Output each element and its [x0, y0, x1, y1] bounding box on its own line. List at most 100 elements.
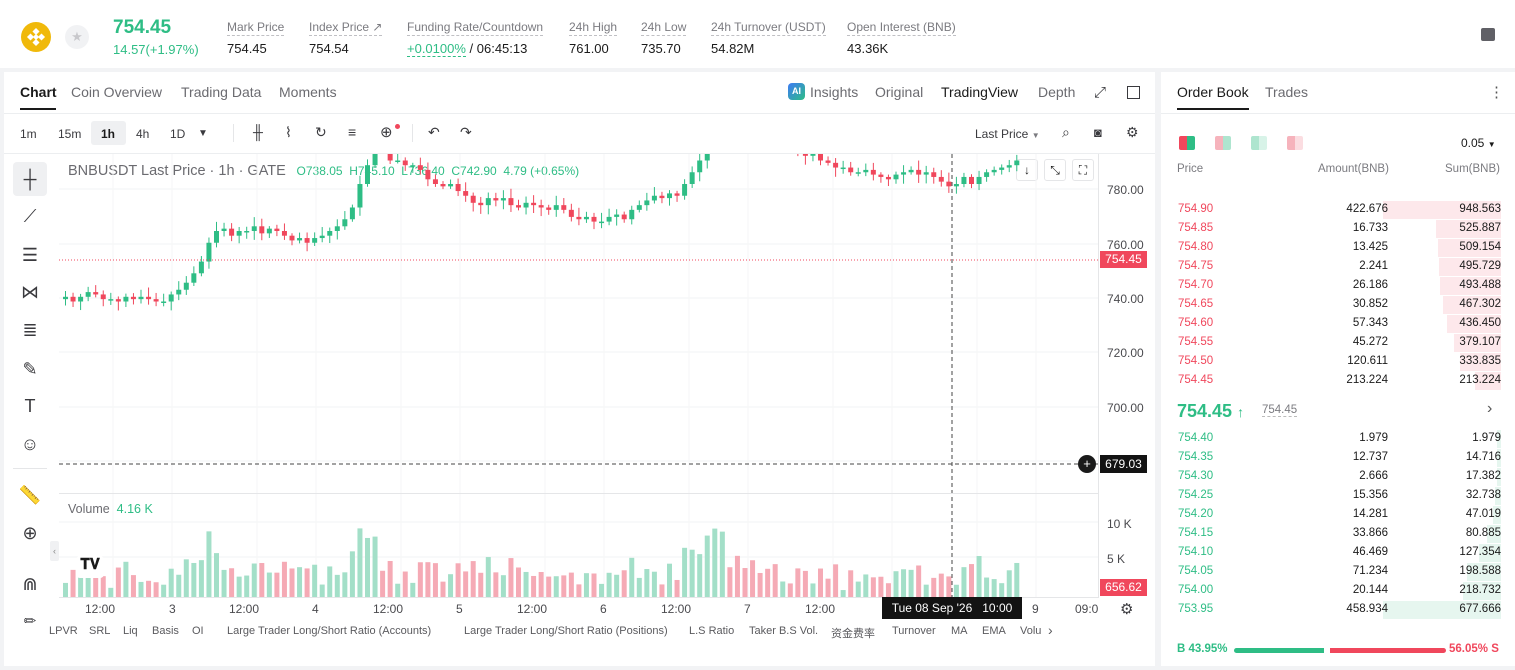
view-asks-icon[interactable]: [1287, 136, 1303, 150]
bid-row[interactable]: 754.05 71.234 198.588: [1161, 562, 1515, 581]
volume-bar: [765, 568, 771, 597]
chevron-right-icon[interactable]: ›: [1487, 400, 1493, 417]
volume-bar: [976, 556, 982, 597]
bid-row[interactable]: 754.35 12.737 14.716: [1161, 448, 1515, 467]
bid-row[interactable]: 754.40 1.979 1.979: [1161, 429, 1515, 448]
chart-settings-icon[interactable]: ⚙: [1120, 601, 1134, 618]
indicator-taker-vol[interactable]: Taker B.S Vol.: [749, 625, 819, 637]
candle-type-icon[interactable]: ╫: [253, 124, 263, 140]
precision-select[interactable]: 0.05 ▼: [1461, 136, 1496, 150]
tab-chart[interactable]: Chart: [20, 84, 57, 100]
interval-dropdown-icon[interactable]: ▼: [198, 128, 208, 139]
tab-order-book[interactable]: Order Book: [1177, 84, 1249, 100]
price-source-select[interactable]: Last Price ▼: [975, 127, 1040, 141]
ask-row[interactable]: 754.70 26.186 493.488: [1161, 276, 1515, 295]
replay-icon[interactable]: ↻: [315, 124, 327, 140]
search-icon[interactable]: ⌕: [1062, 124, 1070, 140]
book-icon[interactable]: [1481, 28, 1495, 41]
order-amount: 422.676: [1346, 203, 1388, 215]
window-icon[interactable]: [1127, 86, 1140, 99]
indicator-funding[interactable]: 资金费率: [831, 628, 875, 640]
ask-row[interactable]: 754.65 30.852 467.302: [1161, 295, 1515, 314]
favorite-star-icon[interactable]: ★: [65, 25, 89, 49]
collapse-toolbar-icon[interactable]: ‹: [50, 541, 59, 561]
indicator-turnover[interactable]: Turnover: [892, 625, 936, 637]
bid-row[interactable]: 754.20 14.281 47.019: [1161, 505, 1515, 524]
ask-row[interactable]: 754.80 13.425 509.154: [1161, 238, 1515, 257]
indicator-oi[interactable]: OI: [192, 625, 204, 637]
candlestick-chart[interactable]: [59, 154, 1099, 598]
bid-row[interactable]: 754.15 33.866 80.885: [1161, 524, 1515, 543]
indicator-liq[interactable]: Liq: [123, 625, 138, 637]
tab-trading-data[interactable]: Trading Data: [181, 84, 262, 100]
interval-15m[interactable]: 15m: [58, 127, 82, 141]
fullscreen-icon[interactable]: ⤢: [1094, 84, 1107, 101]
tab-coin-overview[interactable]: Coin Overview: [71, 84, 163, 100]
indicator-ls-ratio[interactable]: L.S Ratio: [689, 625, 735, 637]
undo-icon[interactable]: ↶: [428, 124, 440, 140]
ask-row[interactable]: 754.60 57.343 436.450: [1161, 314, 1515, 333]
bid-row[interactable]: 754.00 20.144 218.732: [1161, 581, 1515, 600]
trendline-tool-icon[interactable]: ⟋: [23, 206, 37, 226]
tab-tradingview[interactable]: TradingView: [941, 84, 1019, 100]
tab-depth[interactable]: Depth: [1038, 84, 1076, 100]
view-buy-icon[interactable]: [1251, 136, 1267, 150]
indicator-lt-positions[interactable]: Large Trader Long/Short Ratio (Positions…: [464, 625, 668, 637]
interval-1h[interactable]: 1h: [101, 127, 116, 141]
brush-tool-icon[interactable]: ✎: [22, 359, 38, 379]
ask-row[interactable]: 754.45 213.224 213.224: [1161, 371, 1515, 390]
indicator-lt-accounts[interactable]: Large Trader Long/Short Ratio (Accounts): [227, 625, 432, 637]
camera-icon[interactable]: ◙: [1094, 125, 1102, 140]
stat-index-price[interactable]: Index Price ↗ 754.54: [309, 20, 383, 56]
ask-row[interactable]: 754.50 120.611 333.835: [1161, 352, 1515, 371]
indicator-ema[interactable]: EMA: [982, 625, 1006, 637]
indicator-lpvr[interactable]: LPVR: [49, 625, 78, 637]
text-tool-icon[interactable]: T: [24, 396, 36, 416]
view-bids-icon[interactable]: [1215, 136, 1231, 150]
tab-trades[interactable]: Trades: [1265, 84, 1309, 100]
ruler-tool-icon[interactable]: 📏: [18, 485, 42, 505]
bid-row[interactable]: 754.25 15.356 32.738: [1161, 486, 1515, 505]
indicators-icon[interactable]: ⌇: [285, 124, 292, 140]
bid-row[interactable]: 754.30 2.666 17.382: [1161, 467, 1515, 486]
add-alert-icon[interactable]: +: [1078, 455, 1096, 473]
interval-4h[interactable]: 4h: [136, 127, 150, 141]
more-menu-icon[interactable]: ⋮: [1489, 84, 1504, 101]
indicator-basis[interactable]: Basis: [152, 625, 179, 637]
interval-1m[interactable]: 1m: [20, 127, 37, 141]
template-icon[interactable]: ≡: [348, 124, 357, 140]
volume-bar: [644, 569, 650, 597]
projection-tool-icon[interactable]: ≣: [22, 320, 38, 340]
zoom-tool-icon[interactable]: ⊕: [22, 523, 38, 543]
order-sum: 333.835: [1459, 355, 1501, 367]
ask-row[interactable]: 754.85 16.733 525.887: [1161, 219, 1515, 238]
pattern-tool-icon[interactable]: ⋈: [21, 282, 39, 302]
ask-row[interactable]: 754.75 2.241 495.729: [1161, 257, 1515, 276]
magnet-tool-icon[interactable]: ⋒: [22, 574, 38, 594]
fib-tool-icon[interactable]: ☰: [21, 245, 39, 265]
interval-1d[interactable]: 1D: [170, 127, 186, 141]
bid-row[interactable]: 754.10 46.469 127.354: [1161, 543, 1515, 562]
volume-bar: [327, 566, 333, 597]
emoji-tool-icon[interactable]: ☺: [20, 434, 40, 454]
indicator-ma[interactable]: MA: [951, 625, 968, 637]
gear-icon[interactable]: ⚙: [1126, 124, 1139, 140]
ask-row[interactable]: 754.90 422.676 948.563: [1161, 200, 1515, 219]
indicator-srl[interactable]: SRL: [89, 625, 111, 637]
indicator-scroll-right-icon[interactable]: ›: [1048, 622, 1053, 638]
tab-original[interactable]: Original: [875, 84, 924, 100]
add-indicator-icon[interactable]: ⊕: [380, 124, 393, 141]
crosshair-tool-icon[interactable]: ┼: [13, 162, 47, 196]
ai-insights-icon[interactable]: AI: [788, 83, 805, 100]
view-both-icon[interactable]: [1179, 136, 1195, 150]
tab-insights[interactable]: Insights: [810, 84, 859, 100]
volume-bar: [387, 560, 393, 597]
lock-pencil-icon[interactable]: ✏: [23, 613, 37, 630]
redo-icon[interactable]: ↷: [460, 124, 472, 140]
bid-row[interactable]: 753.95 458.934 677.666: [1161, 600, 1515, 619]
maximize-icon[interactable]: ⛶: [1072, 159, 1094, 181]
ask-row[interactable]: 754.55 45.272 379.107: [1161, 333, 1515, 352]
tab-moments[interactable]: Moments: [279, 84, 337, 100]
indicator-volume[interactable]: Volu: [1020, 625, 1042, 637]
collapse-icon[interactable]: ⤡: [1044, 159, 1066, 181]
